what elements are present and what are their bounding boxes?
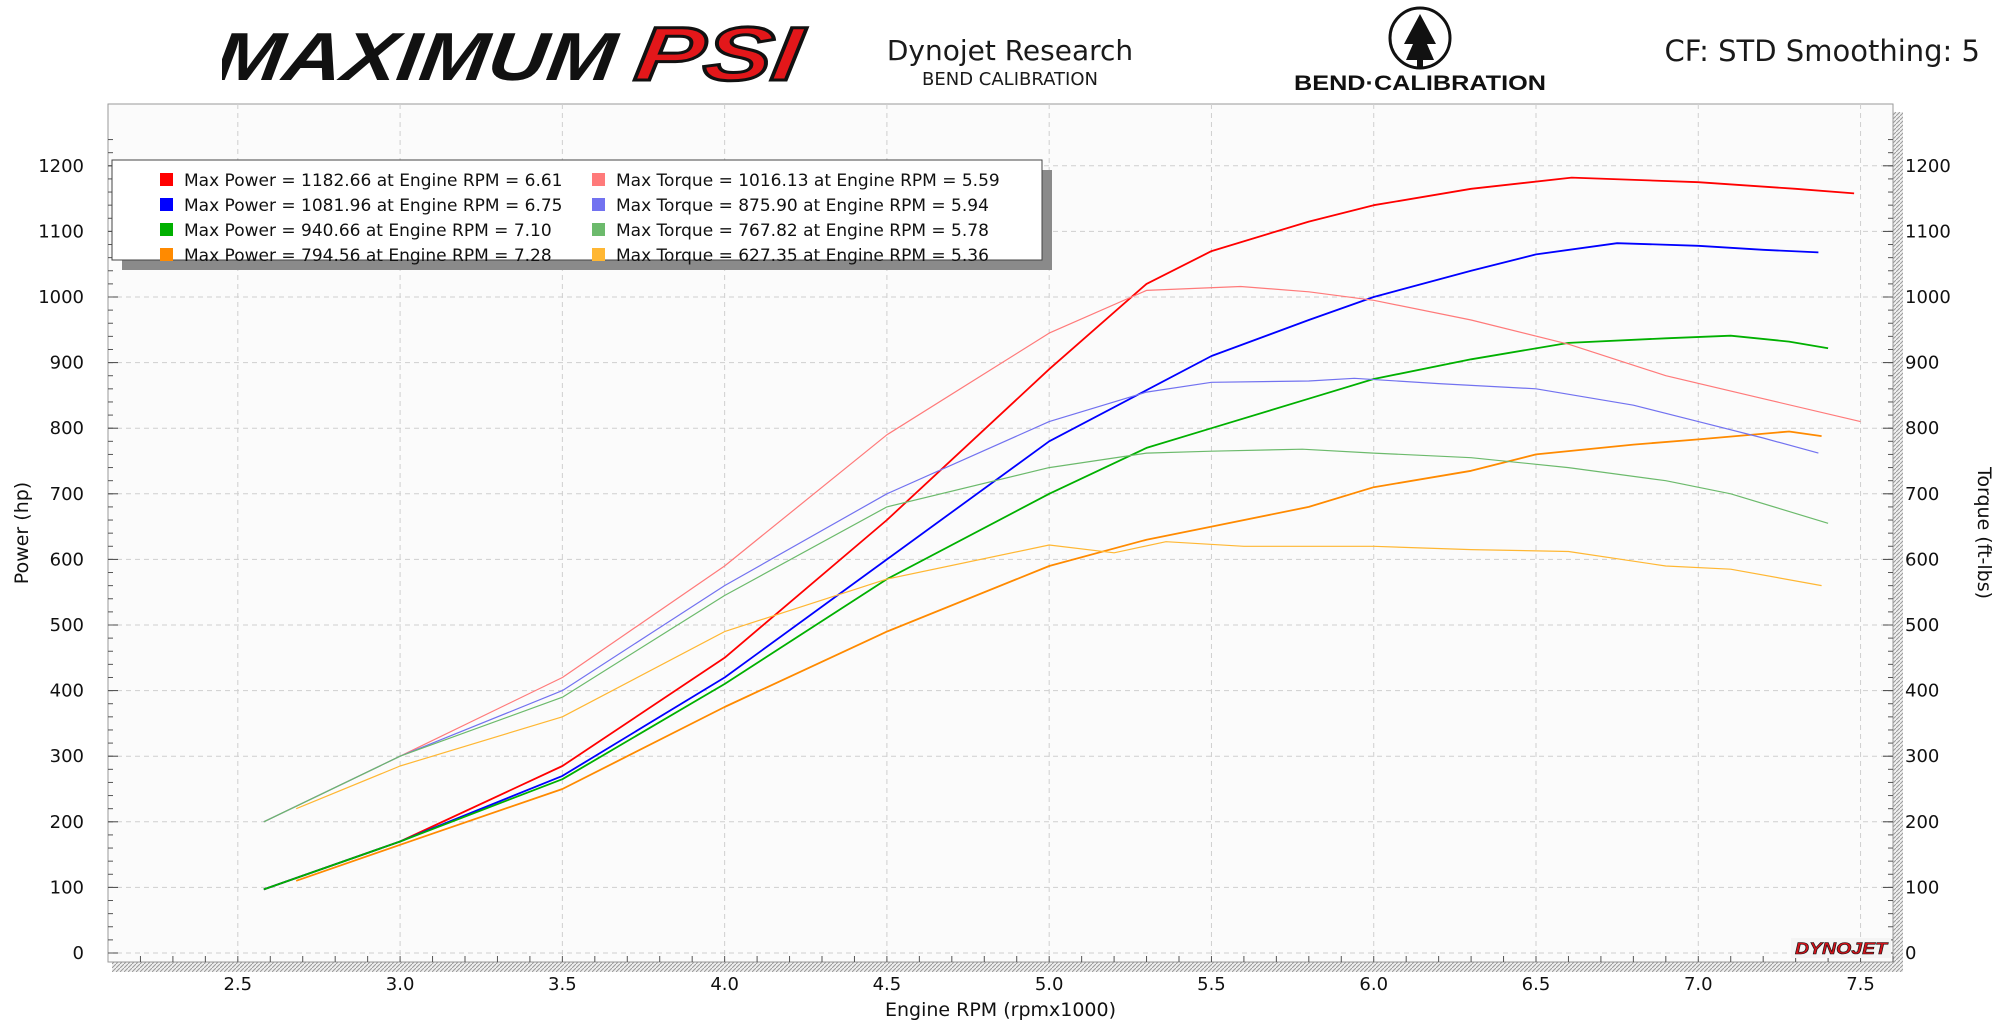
y-right-tick-label: 1100 bbox=[1905, 221, 1951, 242]
y-right-tick-label: 0 bbox=[1905, 943, 1916, 964]
x-tick-label: 5.0 bbox=[1035, 974, 1064, 995]
x-tick-label: 4.5 bbox=[873, 974, 902, 995]
y-left-tick-label: 700 bbox=[50, 484, 84, 505]
legend: Max Power = 1182.66 at Engine RPM = 6.61… bbox=[111, 159, 1052, 270]
right-shadow-band bbox=[1893, 112, 1903, 972]
vendor-subtitle: BEND CALIBRATION bbox=[922, 69, 1098, 90]
header: MAXIMUM PSI Dynojet Research BEND CALIBR… bbox=[0, 0, 2000, 100]
legend-entry: Max Torque = 875.90 at Engine RPM = 5.94 bbox=[616, 196, 989, 216]
y-right-tick-label: 600 bbox=[1905, 549, 1939, 570]
legend-entry: Max Power = 1182.66 at Engine RPM = 6.61 bbox=[184, 171, 563, 191]
y-left-tick-label: 800 bbox=[50, 418, 84, 439]
bend-calibration-logo-text: BEND·CALIBRATION bbox=[1294, 72, 1546, 95]
y-left-tick-label: 1100 bbox=[38, 221, 84, 242]
dyno-chart: 2.5 3.0 3.5 4.0 4.5 5.0 5.5 6.0 6.5 7.0 7.5 0 0 100 10… bbox=[11, 102, 1995, 1022]
y-right-tick-label: 300 bbox=[1905, 746, 1939, 767]
dynojet-logo: DYNOJET bbox=[1791, 938, 1891, 958]
x-tick-label: 3.5 bbox=[548, 974, 577, 995]
legend-swatch bbox=[592, 198, 605, 211]
legend-swatch bbox=[592, 223, 605, 236]
series-line-torque-6 bbox=[263, 377, 1819, 823]
legend-entry: Max Power = 1081.96 at Engine RPM = 6.75 bbox=[184, 196, 563, 216]
y-right-tick-label: 1000 bbox=[1905, 287, 1951, 308]
y-left-tick-label: 600 bbox=[50, 549, 84, 570]
series-lines bbox=[263, 176, 1861, 891]
series-line-power-2 bbox=[263, 242, 1819, 891]
y-axis-right-label: Torque (ft-lbs) bbox=[1973, 466, 1995, 599]
x-tick-label: 5.5 bbox=[1197, 974, 1226, 995]
x-tick-label: 6.0 bbox=[1359, 974, 1388, 995]
y-left-tick-label: 100 bbox=[50, 877, 84, 898]
legend-swatch bbox=[160, 223, 173, 236]
y-left-tick-label: 1200 bbox=[38, 156, 84, 177]
maximumpsi-logo-text-maximum: MAXIMUM bbox=[222, 19, 624, 94]
y-left-tick-label: 300 bbox=[50, 746, 84, 767]
tree-emblem-icon bbox=[1388, 6, 1452, 70]
legend-swatch bbox=[160, 173, 173, 186]
y-right-tick-label: 400 bbox=[1905, 681, 1939, 702]
legend-entry: Max Torque = 1016.13 at Engine RPM = 5.5… bbox=[616, 171, 1000, 191]
legend-swatch bbox=[160, 248, 173, 261]
maximumpsi-logo-text-psi: PSI bbox=[630, 14, 809, 94]
y-right-tick-label: 800 bbox=[1905, 418, 1939, 439]
y-left-tick-label: 500 bbox=[50, 615, 84, 636]
bend-calibration-logo: BEND·CALIBRATION bbox=[1294, 6, 1546, 95]
y-right-tick-label: 900 bbox=[1905, 353, 1939, 374]
y-right-tick-label: 500 bbox=[1905, 615, 1939, 636]
series-line-power-4 bbox=[295, 430, 1822, 882]
maximumpsi-logo: MAXIMUM PSI bbox=[222, 14, 811, 94]
y-right-tick-label: 700 bbox=[1905, 484, 1939, 505]
y-left-tick-label: 400 bbox=[50, 681, 84, 702]
legend-entry: Max Power = 794.56 at Engine RPM = 7.28 bbox=[184, 246, 552, 266]
legend-swatch bbox=[592, 248, 605, 261]
y-left-tick-label: 1000 bbox=[38, 287, 84, 308]
y-left-tick-label: 900 bbox=[50, 353, 84, 374]
legend-entry: Max Power = 940.66 at Engine RPM = 7.10 bbox=[184, 221, 552, 241]
series-line-power-1 bbox=[263, 176, 1855, 891]
y-left-tick-label: 0 bbox=[73, 943, 84, 964]
x-tick-label: 6.5 bbox=[1522, 974, 1551, 995]
y-right-tick-label: 100 bbox=[1905, 877, 1939, 898]
x-tick-label: 7.5 bbox=[1846, 974, 1875, 995]
x-tick-label: 2.5 bbox=[223, 974, 252, 995]
legend-swatch bbox=[592, 173, 605, 186]
axes: 2.5 3.0 3.5 4.0 4.5 5.0 5.5 6.0 6.5 7.0 7.5 0 0 100 10… bbox=[11, 139, 1995, 1021]
x-axis-label: Engine RPM (rpmx1000) bbox=[885, 999, 1116, 1021]
vendor-title: Dynojet Research bbox=[886, 34, 1134, 67]
y-axis-left-label: Power (hp) bbox=[11, 482, 33, 584]
series-line-torque-8 bbox=[295, 541, 1822, 810]
dynojet-logo-text: DYNOJET bbox=[1795, 939, 1889, 958]
legend-swatch bbox=[160, 198, 173, 211]
y-left-tick-label: 200 bbox=[50, 812, 84, 833]
legend-entry: Max Torque = 767.82 at Engine RPM = 5.78 bbox=[616, 221, 989, 241]
y-right-tick-label: 200 bbox=[1905, 812, 1939, 833]
correction-factor-label: CF: STD Smoothing: 5 bbox=[1664, 34, 1980, 68]
x-tick-label: 4.0 bbox=[710, 974, 739, 995]
x-tick-label: 7.0 bbox=[1684, 974, 1713, 995]
series-line-power-3 bbox=[263, 334, 1829, 891]
legend-entry: Max Torque = 627.35 at Engine RPM = 5.36 bbox=[616, 246, 989, 266]
y-right-tick-label: 1200 bbox=[1905, 156, 1951, 177]
vendor-block: Dynojet Research BEND CALIBRATION bbox=[820, 34, 1200, 92]
x-tick-label: 3.0 bbox=[386, 974, 415, 995]
series-line-torque-5 bbox=[263, 285, 1861, 823]
bottom-shadow-band bbox=[112, 962, 1902, 972]
legend-box bbox=[111, 159, 1043, 261]
series-line-torque-7 bbox=[263, 448, 1829, 823]
